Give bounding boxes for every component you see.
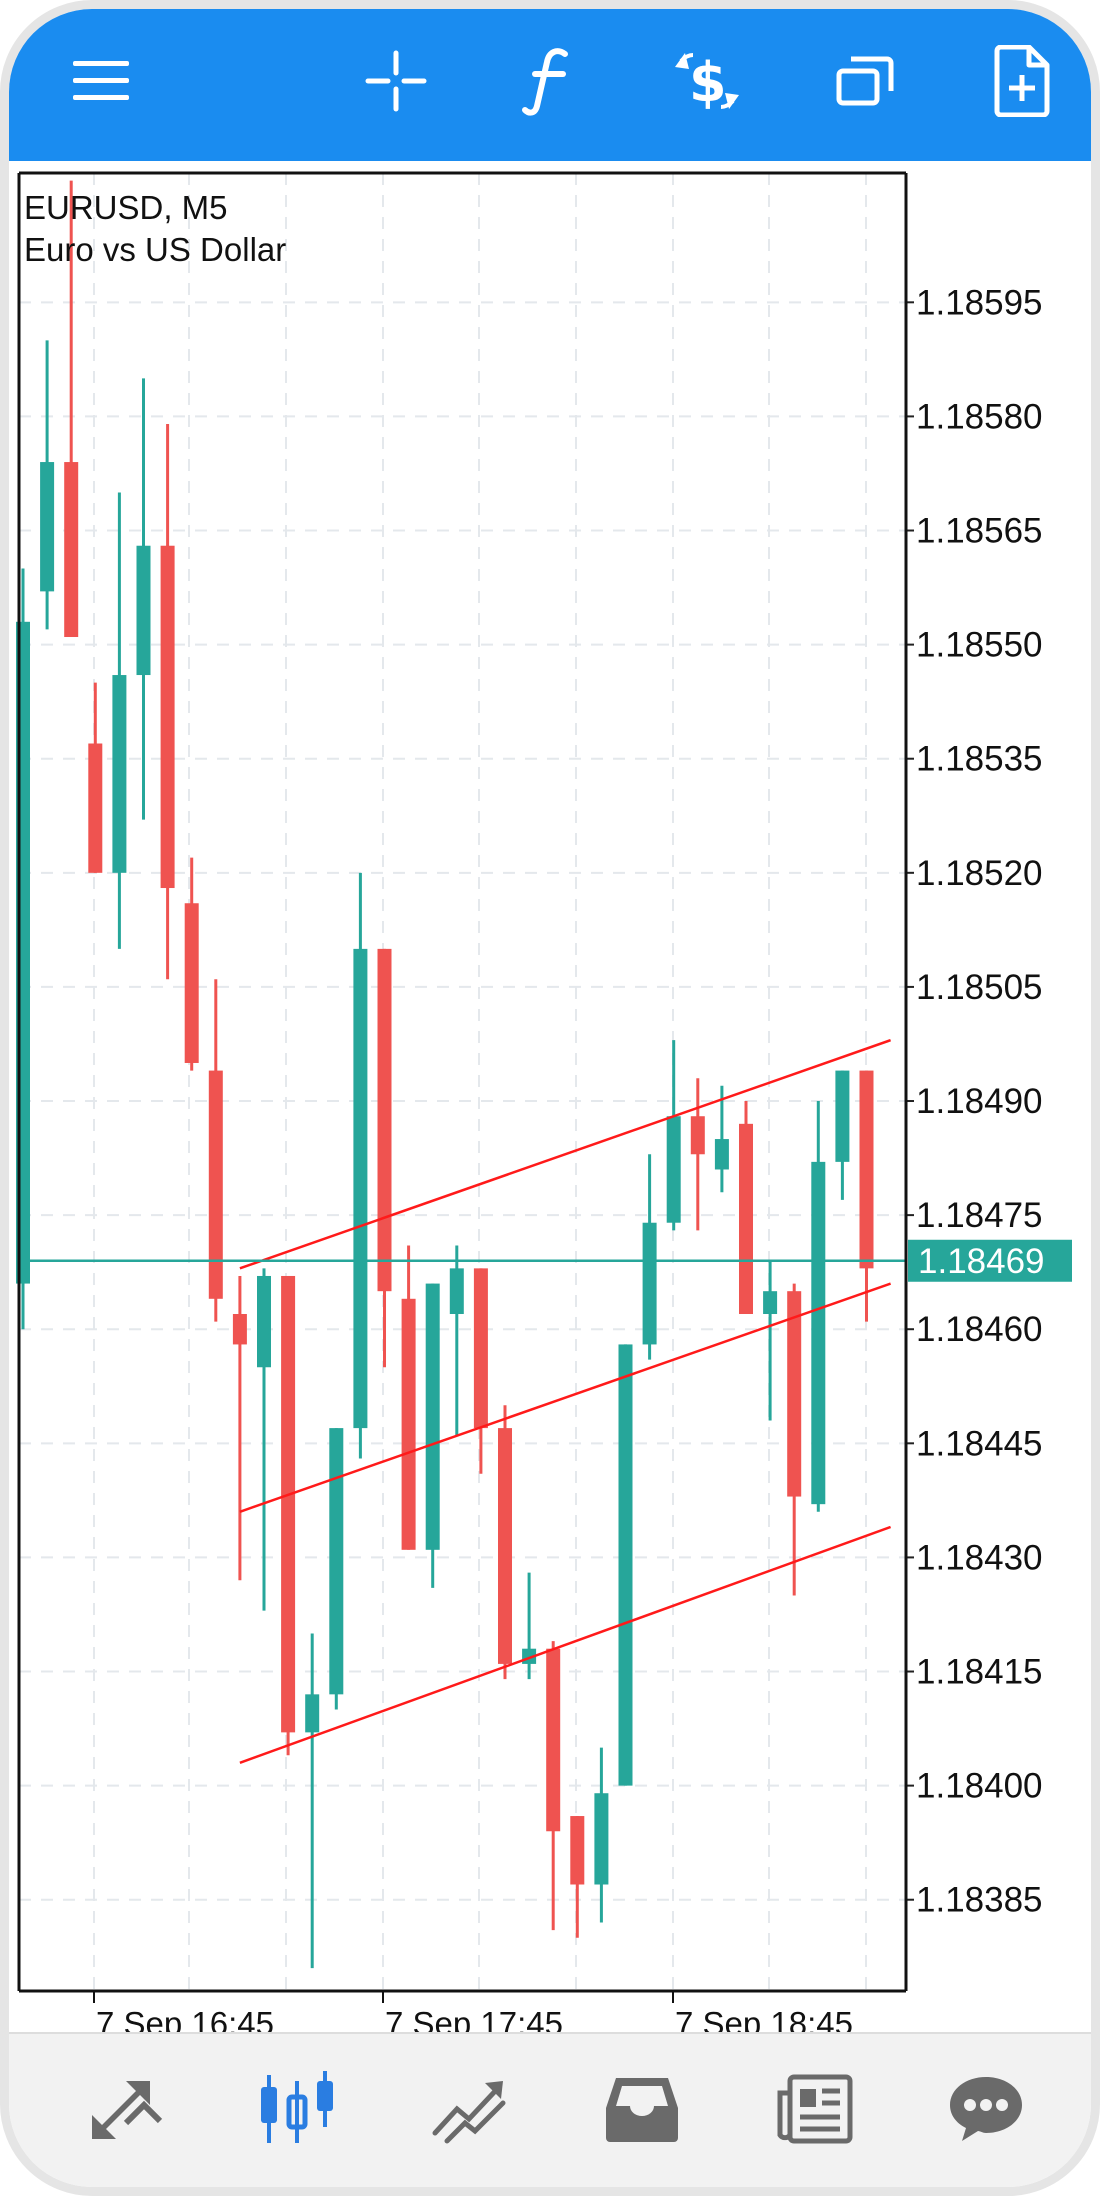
nav-trade[interactable]	[414, 2054, 524, 2164]
price-tick-label: 1.18385	[916, 1881, 1043, 1920]
trendline	[239, 1038, 892, 1270]
trendline	[239, 1525, 892, 1764]
price-tick-label: 1.18400	[916, 1767, 1043, 1806]
trade-button[interactable]: $	[657, 31, 757, 131]
candle-bullish	[305, 1694, 320, 1733]
price-tick-label: 1.18430	[916, 1538, 1043, 1577]
price-tick-label: 1.18565	[916, 512, 1043, 551]
current-price-label: 1.18469	[918, 1242, 1045, 1281]
candle-bearish	[377, 948, 392, 1292]
candle-bullish	[449, 1268, 464, 1315]
nav-quotes[interactable]	[71, 2054, 181, 2164]
candle-bearish	[570, 1816, 585, 1885]
candle-bullish	[642, 1222, 657, 1345]
candle-bullish	[835, 1070, 850, 1162]
news-icon	[777, 2074, 853, 2144]
current-price-tag	[908, 1239, 1072, 1282]
price-tick-label: 1.18595	[916, 283, 1043, 322]
candle-bearish	[401, 1298, 416, 1550]
price-tick-label: 1.18580	[916, 397, 1043, 436]
candle-bullish	[136, 545, 151, 676]
nav-chat[interactable]	[931, 2054, 1041, 2164]
top-toolbar: $	[9, 9, 1091, 161]
chart-area[interactable]: 1.18595 1.18580 1.18565 1.18550 1.18535 1.185…	[9, 161, 1100, 2041]
chat-icon	[950, 2077, 1022, 2141]
candle-bullish	[594, 1793, 609, 1885]
candle-bearish	[690, 1116, 705, 1155]
candle-bearish	[498, 1428, 512, 1664]
price-tick-label: 1.18445	[916, 1424, 1043, 1463]
price-tick-label: 1.18505	[916, 968, 1043, 1007]
nav-news[interactable]	[759, 2054, 869, 2164]
trendline	[239, 1282, 892, 1513]
candle-bearish	[739, 1123, 753, 1315]
price-tick-label: 1.18415	[916, 1653, 1043, 1692]
candle-bullish	[112, 675, 127, 873]
candle-bullish	[618, 1344, 633, 1786]
menu-icon	[73, 61, 129, 100]
price-tick-label: 1.18535	[916, 740, 1043, 779]
candle-bearish	[88, 743, 103, 873]
candle-bullish	[353, 948, 368, 1429]
indicators-button[interactable]	[501, 31, 601, 131]
nav-history[interactable]	[587, 2054, 697, 2164]
svg-text:$: $	[689, 51, 727, 114]
trade-icon: $	[675, 51, 739, 114]
candle-bearish	[546, 1648, 561, 1832]
new-order-button[interactable]	[972, 31, 1072, 131]
price-tick-label: 1.18520	[916, 854, 1043, 893]
candle-bullish	[329, 1428, 344, 1695]
price-tick-label: 1.18550	[916, 626, 1043, 665]
crosshair-icon	[365, 50, 427, 112]
trade-chart-icon	[432, 2081, 506, 2144]
candle-bearish	[232, 1314, 247, 1345]
candle-bearish	[473, 1268, 488, 1429]
candle-bearish	[859, 1070, 874, 1269]
candle-bearish	[184, 903, 199, 1063]
candle-bullish	[714, 1139, 729, 1170]
candle-bearish	[787, 1291, 802, 1497]
windows-icon	[836, 56, 894, 106]
new-document-icon	[994, 45, 1050, 117]
chart-description-label: Euro vs US Dollar	[24, 231, 287, 268]
candle-bullish	[763, 1291, 778, 1315]
crosshair-button[interactable]	[346, 31, 446, 131]
bottom-navigation	[9, 2032, 1091, 2187]
quotes-arrows-icon	[92, 2081, 163, 2139]
candle-bullish	[425, 1283, 440, 1550]
candlestick-chart[interactable]: 1.18595 1.18580 1.18565 1.18550 1.18535 1.185…	[9, 161, 1100, 2041]
candle-bearish	[160, 545, 175, 889]
candle-bearish	[64, 462, 79, 638]
nav-chart[interactable]	[242, 2054, 352, 2164]
candle-bullish	[811, 1161, 826, 1505]
chart-candles-icon	[261, 2071, 333, 2143]
candle-bullish	[666, 1116, 681, 1223]
menu-button[interactable]	[51, 31, 151, 131]
price-tick-label: 1.18460	[916, 1310, 1043, 1349]
windows-button[interactable]	[815, 31, 915, 131]
history-inbox-icon	[606, 2078, 678, 2142]
price-tick-label: 1.18475	[916, 1196, 1043, 1235]
chart-symbol-label: EURUSD, M5	[24, 189, 228, 226]
candle-bullish	[40, 462, 55, 592]
function-icon	[522, 48, 568, 116]
candle-bearish	[208, 1070, 223, 1299]
price-tick-label: 1.18490	[916, 1082, 1043, 1121]
candle-bearish	[281, 1275, 296, 1733]
candle-bullish	[257, 1275, 271, 1368]
